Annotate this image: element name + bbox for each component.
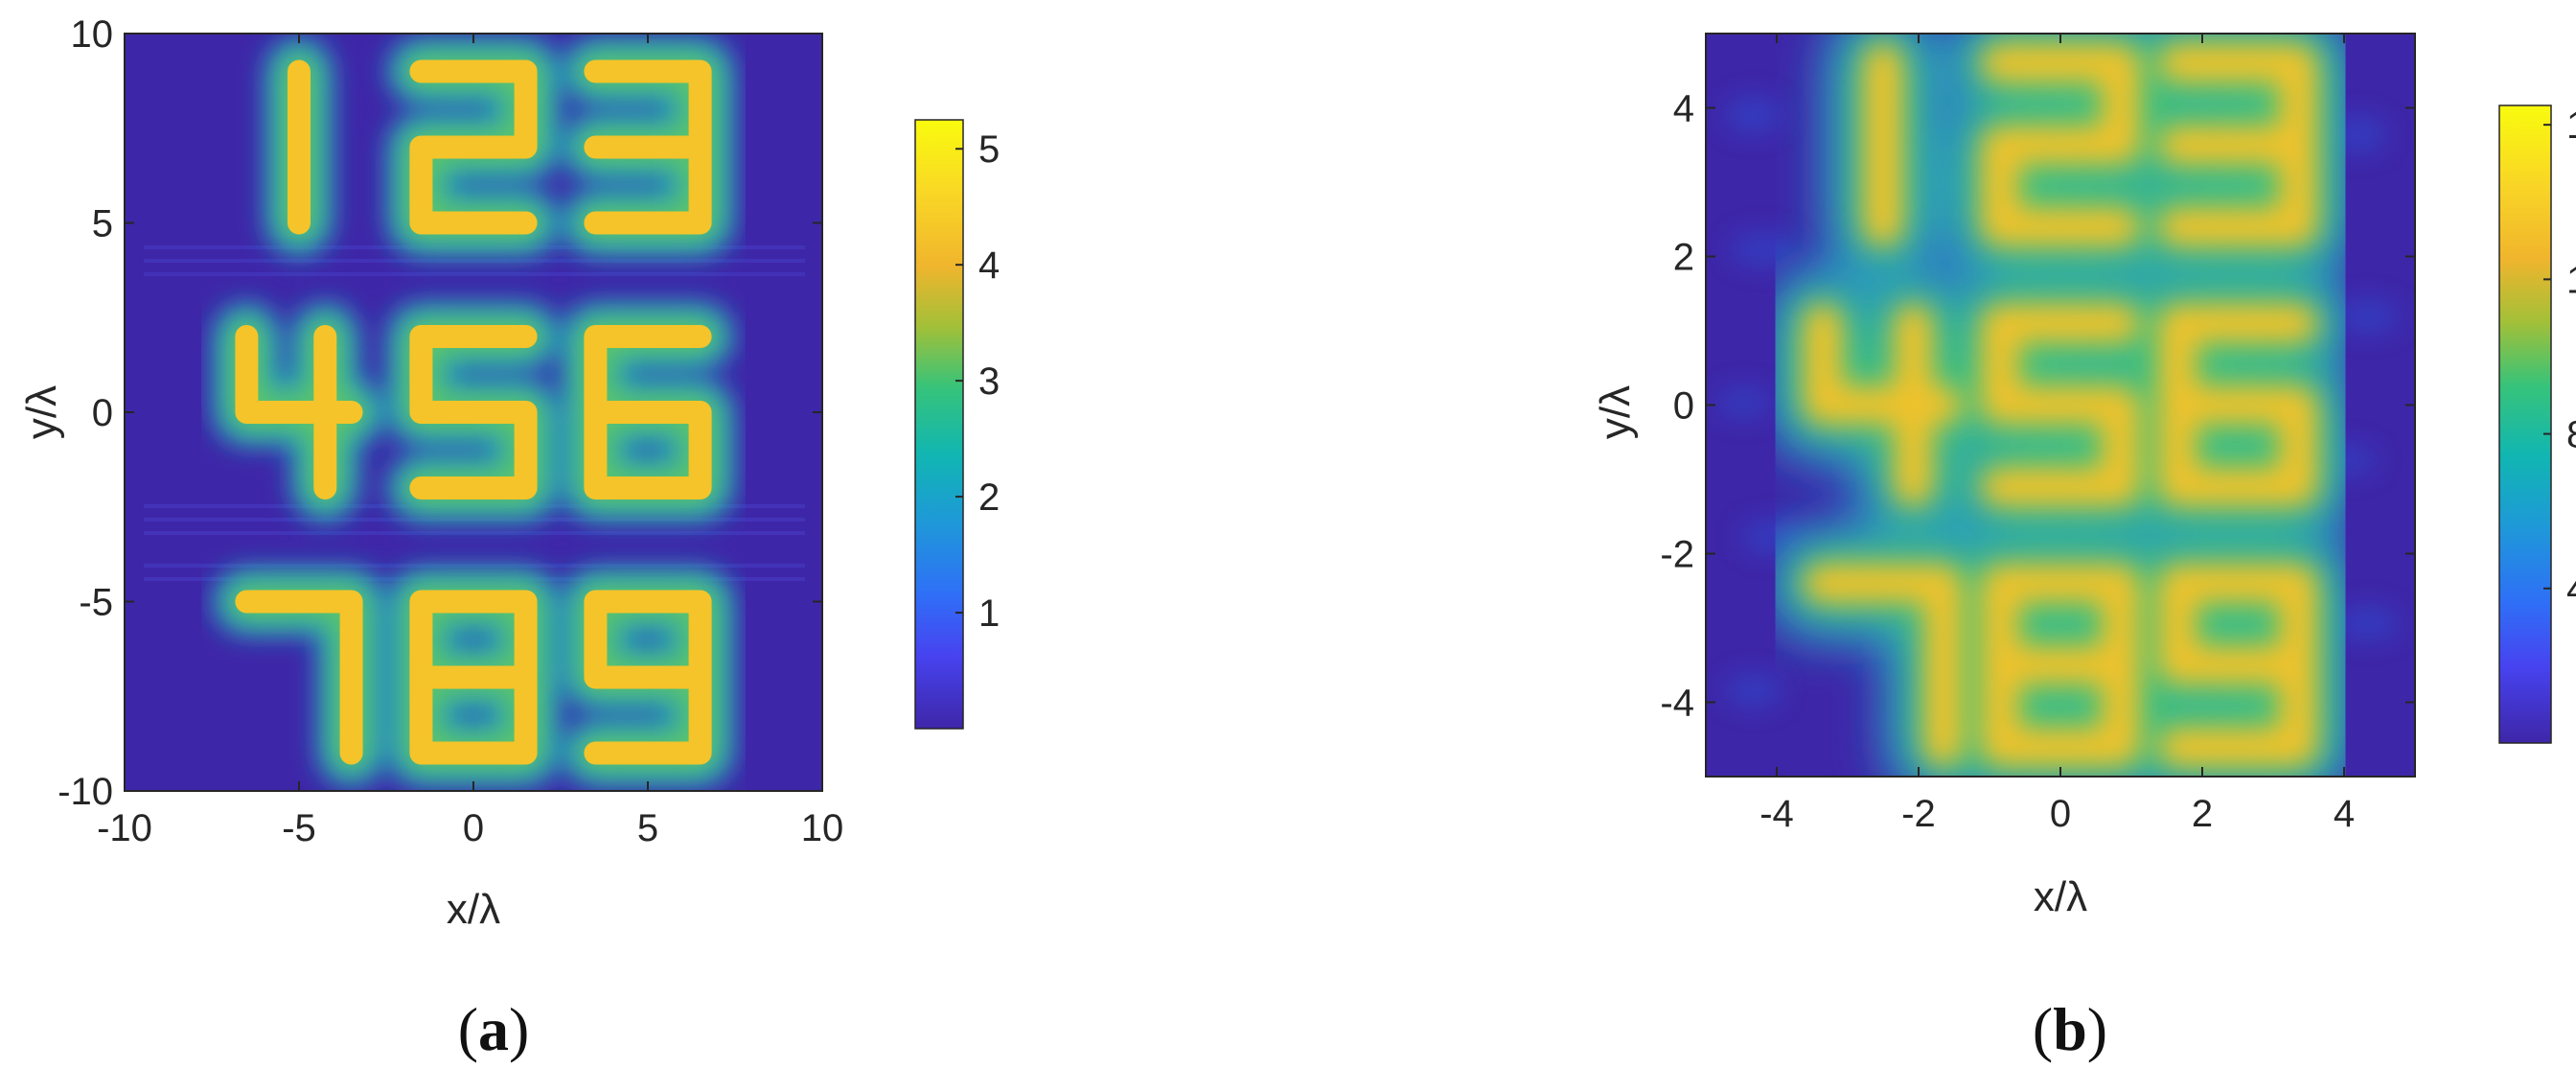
- x-tick-label: 4: [2334, 793, 2355, 835]
- digit-9-core-b: [2158, 564, 2317, 766]
- colorbar-tick-label: 4: [978, 244, 1000, 287]
- colorbar-tick-label: 8: [2566, 414, 2576, 456]
- axes-a-ticks: -10 -5 0 5 10 -10 -5 0 5 10: [58, 13, 843, 849]
- colorbar-b-gradient: [2498, 104, 2552, 744]
- heatmap-b: [1706, 34, 2415, 777]
- y-tick-label: 0: [1673, 385, 1694, 428]
- digit-5-core-b: [1981, 304, 2140, 506]
- heatmap-b-field: [1715, 34, 2400, 777]
- digit-3-core-b: [2158, 44, 2317, 246]
- colorbar-tick-label: 3: [978, 360, 1000, 403]
- y-axis-label-a: y/λ: [18, 385, 65, 439]
- colorbar-tick-label: 12: [2566, 259, 2576, 301]
- x-tick-label: 0: [2050, 793, 2071, 835]
- y-tick-label: -5: [79, 582, 113, 624]
- y-tick-label: 2: [1673, 237, 1694, 279]
- y-tick-label: 10: [71, 13, 114, 56]
- x-tick-label: 0: [463, 807, 484, 849]
- digit-4-core-a: [235, 325, 363, 499]
- x-tick-label: 10: [801, 807, 844, 849]
- digit-8-core-b: [1981, 564, 2140, 766]
- digit-2-core-b: [1981, 44, 2140, 246]
- y-tick-label: -2: [1660, 534, 1694, 576]
- x-tick-label: -5: [282, 807, 316, 849]
- x-tick-label: -2: [1901, 793, 1936, 835]
- x-tick-label: -10: [97, 807, 152, 849]
- digit-3-core-a: [584, 59, 712, 235]
- colorbar-a: 1 2 3 4 5: [914, 119, 1000, 730]
- digit-4-core-b: [1804, 304, 1963, 506]
- colorbar-tick-label: 1: [978, 592, 1000, 635]
- colorbar-tick-label: 2: [978, 476, 1000, 519]
- x-axis-label-a: x/λ: [447, 886, 500, 933]
- digit-6-core-b: [2158, 304, 2317, 506]
- axes-b-ticks: -4 -2 0 2 4 -4 -2 0 2 4: [1660, 34, 2415, 835]
- y-tick-label: -4: [1660, 683, 1694, 725]
- x-tick-label: -4: [1760, 793, 1794, 835]
- digit-5-core-a: [409, 325, 538, 499]
- x-tick-label: 5: [637, 807, 658, 849]
- colorbar-a-gradient: [914, 119, 964, 730]
- x-tick-label: 2: [2192, 793, 2213, 835]
- heatmap-a: [125, 34, 822, 791]
- digit-2-core-a: [409, 59, 538, 235]
- y-tick-label: 5: [92, 203, 113, 245]
- y-axis-label-b: y/λ: [1592, 385, 1639, 439]
- y-tick-label: 4: [1673, 88, 1694, 130]
- colorbar-tick-label: 16: [2566, 104, 2576, 147]
- digit-6-core-a: [584, 325, 712, 499]
- colorbar-tick-label: 5: [978, 128, 1000, 171]
- y-tick-label: -10: [58, 771, 113, 813]
- y-tick-label: 0: [92, 392, 113, 434]
- digit-9-core-a: [584, 590, 712, 765]
- colorbar-b: 4 8 12 16: [2498, 104, 2576, 744]
- caption-b: (b): [2033, 995, 2107, 1063]
- colorbar-tick-label: 4: [2566, 569, 2576, 611]
- heatmap-a-field: [144, 38, 805, 786]
- caption-a: (a): [458, 995, 530, 1063]
- digit-7-core-a: [235, 590, 363, 765]
- digit-8-core-a: [409, 590, 538, 765]
- digit-7-core-b: [1804, 564, 1963, 766]
- x-axis-label-b: x/λ: [2034, 873, 2087, 920]
